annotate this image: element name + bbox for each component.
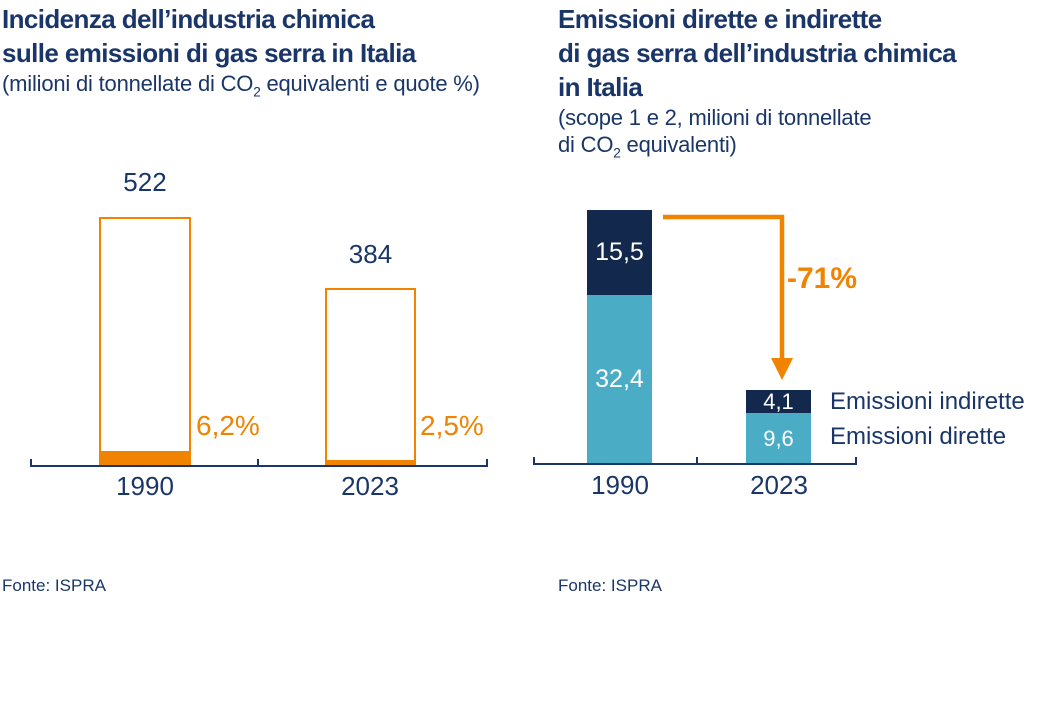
right-x-axis-tick-mid: [696, 457, 698, 464]
decrease-arrow-icon: [663, 214, 793, 380]
right-bar-2023-indirect-segment: 4,1: [746, 388, 811, 414]
left-chart-header: Incidenza dell’industria chimica sulle e…: [2, 2, 480, 100]
legend-item-indirect: Emissioni indirette: [830, 388, 1025, 415]
right-bar-2023: 4,1 9,6: [746, 388, 811, 464]
decrease-annotation: -71%: [787, 262, 858, 295]
right-x-axis-tick-start: [533, 457, 535, 464]
right-chart-subtitle-line1: (scope 1 e 2, milioni di tonnellate: [558, 105, 872, 130]
right-bar-2023-direct-segment: 9,6: [746, 413, 811, 464]
left-subtitle-subscript: 2: [253, 84, 261, 100]
legend-item-direct: Emissioni dirette: [830, 423, 1007, 450]
left-x-axis-tick-mid: [257, 459, 259, 466]
left-x-label-1990: 1990: [116, 471, 174, 501]
right-chart-title-line2: di gas serra dell’industria chimica: [558, 38, 957, 68]
right-x-axis: [533, 463, 857, 465]
left-x-axis-tick-start: [30, 459, 32, 466]
left-bar2-total-label: 384: [348, 239, 393, 269]
left-subtitle-post: equivalenti e quote %): [260, 71, 480, 96]
left-x-axis-tick-end: [486, 459, 488, 466]
right-bar-2023-indirect-label: 4,1: [763, 388, 794, 414]
left-x-axis: [30, 465, 488, 467]
right-bar-1990-direct-label: 32,4: [595, 365, 644, 393]
right-subtitle-pre: di CO: [558, 132, 614, 157]
right-subtitle-subscript: 2: [613, 145, 621, 161]
left-bar2-share-label: 2,5%: [420, 410, 484, 441]
right-chart-subtitle-line2: di CO2 equivalenti): [558, 131, 956, 161]
right-bar-1990: 15,5 32,4: [587, 210, 652, 464]
left-chart-title-line1: Incidenza dell’industria chimica: [2, 4, 375, 34]
right-x-label-2023: 2023: [750, 470, 808, 500]
right-source-note: Fonte: ISPRA: [558, 576, 662, 595]
left-subtitle-pre: (milioni di tonnellate di CO: [2, 71, 254, 96]
left-bar-1990-share-segment: [101, 451, 189, 464]
right-x-label-1990: 1990: [591, 470, 649, 500]
right-bar-1990-direct-segment: 32,4: [587, 295, 652, 464]
right-subtitle-post: equivalenti): [620, 132, 737, 157]
left-bar-2023: [325, 288, 416, 466]
left-bar1-total-label: 522: [123, 167, 167, 197]
right-chart-title-line1: Emissioni dirette e indirette: [558, 4, 882, 34]
left-bar-1990: [99, 217, 191, 466]
left-bar-2023-share-segment: [327, 460, 414, 464]
right-chart-title-line3: in Italia: [558, 72, 643, 102]
right-bar-1990-indirect-segment: 15,5: [587, 210, 652, 295]
left-x-label-2023: 2023: [341, 471, 399, 501]
left-chart-subtitle: (milioni di tonnellate di CO2 equivalent…: [2, 70, 480, 100]
right-bar-1990-indirect-label: 15,5: [595, 238, 644, 266]
right-chart-header: Emissioni dirette e indirette di gas ser…: [558, 2, 957, 161]
left-source-note: Fonte: ISPRA: [2, 576, 106, 595]
left-bar1-share-label: 6,2%: [196, 410, 260, 441]
right-bar-2023-direct-label: 9,6: [763, 425, 794, 451]
left-chart-title-line2: sulle emissioni di gas serra in Italia: [2, 38, 416, 68]
right-x-axis-tick-end: [855, 457, 857, 464]
